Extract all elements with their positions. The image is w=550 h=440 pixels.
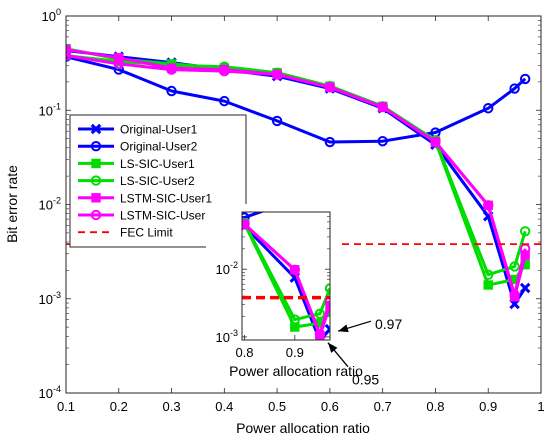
legend-entry-fec-limit: FEC Limit	[78, 226, 173, 240]
series-line-lstm-sic-user2	[66, 54, 527, 297]
inset-y-tick-label: 10-3	[216, 328, 238, 345]
data-point-circle-marker	[483, 269, 494, 280]
data-point-square-marker	[66, 44, 71, 55]
x-tick-label: 0.8	[426, 399, 444, 414]
data-point-circle-marker	[314, 328, 326, 340]
data-point-core	[522, 285, 528, 291]
legend-label: Original-User1	[120, 123, 198, 137]
x-tick-label: 0.7	[374, 399, 392, 414]
data-point-circle-marker	[289, 314, 300, 325]
legend-label: LSTM-SIC-User2	[120, 209, 212, 223]
x-tick-label: 0.4	[215, 399, 233, 414]
annotation-arrow-head	[338, 324, 349, 333]
series-line-original-user2	[66, 55, 527, 144]
y-tick-label: 10-1	[39, 101, 61, 118]
data-point-circle-marker	[314, 308, 326, 319]
series-line-ls-sic-user1	[242, 220, 330, 329]
data-point-x-marker	[324, 323, 330, 335]
legend-entry-ls-sic-user2: LS-SIC-User2	[78, 174, 195, 188]
data-point-circle-marker	[519, 226, 531, 237]
data-point-circle-marker	[509, 289, 520, 301]
x-tick-label: 0.2	[110, 399, 128, 414]
data-point-square-marker	[91, 158, 101, 169]
data-point-circle-marker	[289, 264, 300, 276]
data-point-circle-marker	[166, 64, 177, 75]
series-line-ls-sic-user2	[242, 220, 330, 322]
data-point-circle-marker	[166, 85, 177, 97]
data-point-circle-marker	[509, 83, 520, 94]
plot-frame	[65, 15, 542, 394]
x-tick-label: 0.5	[268, 399, 286, 414]
x-tick-label: 0.9	[479, 399, 497, 414]
legend-label: LS-SIC-User2	[120, 174, 195, 188]
inset-x-axis-label: Power allocation ratio	[229, 363, 363, 379]
y-tick-label: 10-3	[39, 290, 61, 307]
data-point-core	[93, 126, 99, 132]
data-point-circle-marker	[66, 50, 72, 61]
legend-entry-lstm-sic-user1: LSTM-SIC-User1	[78, 191, 212, 205]
inset-x-tick-label: 0.8	[235, 345, 253, 360]
data-point-circle-marker	[90, 175, 102, 186]
legend-entry-ls-sic-user1: LS-SIC-User1	[78, 157, 195, 171]
y-tick-label: 10-2	[39, 196, 61, 213]
data-point-circle-marker	[377, 135, 388, 147]
legend-label: Original-User2	[120, 140, 198, 154]
data-point-circle-marker	[324, 82, 336, 93]
inset-frame	[241, 211, 331, 341]
inset-y-tick-label: 10-2	[216, 260, 238, 277]
data-point-circle-marker	[271, 69, 283, 80]
data-point-square-marker	[483, 280, 493, 290]
annotation-0-97: 0.97	[337, 316, 402, 333]
x-tick-label: 0.6	[321, 399, 339, 414]
plot-area	[66, 43, 541, 310]
x-tick-label: 0.3	[163, 399, 181, 414]
legend-entry-lstm-sic-user2: LSTM-SIC-User2	[78, 209, 212, 223]
data-point-circle-marker	[509, 261, 520, 272]
data-point-circle-marker	[271, 115, 283, 127]
data-point-circle-marker	[483, 103, 494, 114]
series-original-user2	[66, 51, 531, 148]
data-point-core	[485, 213, 491, 219]
data-point-square-marker	[91, 193, 101, 203]
series-line-lstm-sic-user2	[242, 221, 330, 336]
inset-x-tick-label: 0.9	[286, 345, 304, 360]
series-lstm-sic-user2	[66, 50, 531, 301]
data-point-circle-marker	[242, 219, 250, 230]
data-point-circle-marker	[324, 136, 336, 148]
data-point-core	[327, 326, 330, 332]
x-axis-label: Power allocation ratio	[236, 420, 370, 436]
data-point-circle-marker	[219, 95, 230, 107]
y-tick-label: 100	[42, 7, 61, 24]
legend-label: FEC Limit	[120, 226, 173, 240]
x-tick-label: 0.1	[57, 399, 75, 414]
annotation-arrow-head	[327, 342, 338, 353]
legend-entry-original-user1: Original-User1	[78, 123, 198, 137]
annotation-label: 0.95	[352, 372, 379, 388]
x-tick-label: 1	[537, 399, 544, 414]
legend-entry-original-user2: Original-User2	[78, 140, 198, 154]
data-point-square-marker	[290, 322, 300, 332]
data-point-circle-marker	[377, 101, 388, 113]
data-point-circle-marker	[519, 73, 531, 85]
data-point-circle-marker	[90, 141, 102, 152]
data-point-circle-marker	[430, 136, 441, 148]
data-point-circle-marker	[113, 58, 124, 70]
legend-label: LS-SIC-User1	[120, 157, 195, 171]
inset-background	[206, 204, 338, 380]
y-tick-label: 10-4	[39, 384, 61, 401]
data-point-core	[292, 275, 298, 280]
data-point-circle-marker	[483, 200, 494, 211]
annotation-0-95: 0.95	[327, 342, 379, 388]
data-point-core	[512, 301, 517, 307]
data-point-square-marker	[114, 53, 124, 63]
data-point-circle-marker	[219, 65, 230, 77]
legend-label: LSTM-SIC-User1	[120, 191, 212, 205]
y-axis-label: Bit error rate	[4, 165, 20, 243]
data-point-circle-marker	[90, 209, 102, 221]
annotation-label: 0.97	[375, 316, 402, 332]
